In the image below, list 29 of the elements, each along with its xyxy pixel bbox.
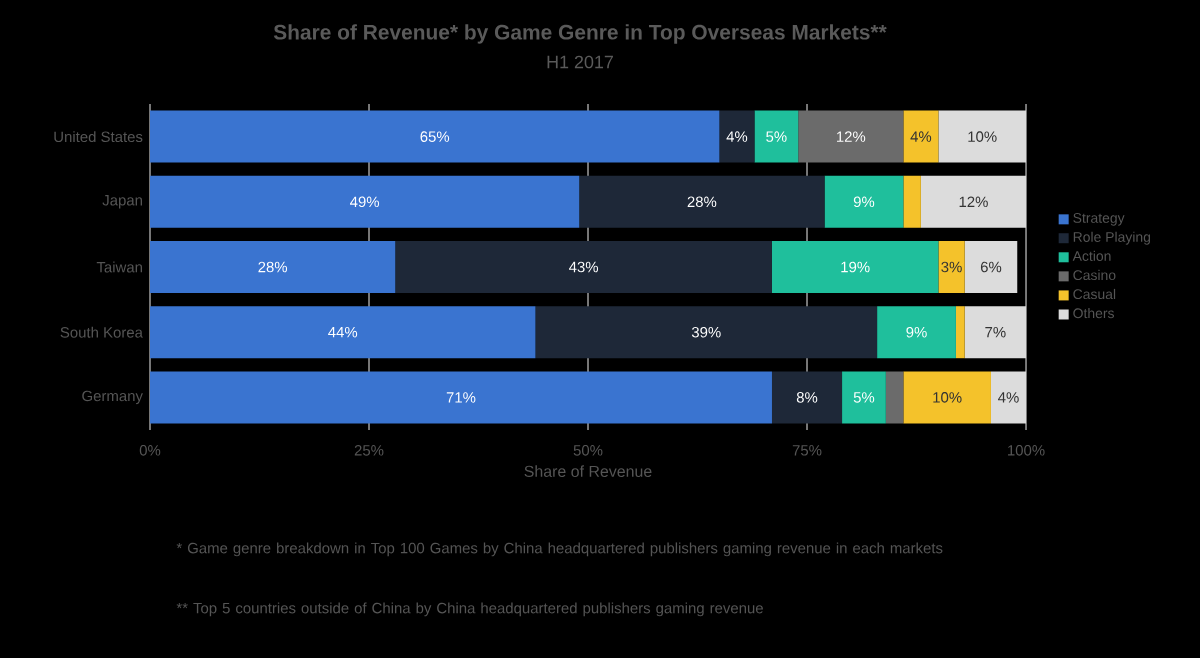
bar <box>964 306 1027 359</box>
bar <box>938 110 1027 163</box>
bar <box>920 175 1027 228</box>
bar <box>150 371 772 424</box>
bar <box>964 241 1018 294</box>
bar <box>903 371 991 424</box>
bar <box>395 241 772 294</box>
chart-subtitle: H1 2017 <box>547 55 613 69</box>
bar <box>842 371 886 424</box>
bar <box>798 110 904 163</box>
bar <box>719 110 755 163</box>
bar <box>990 371 1027 424</box>
bar <box>824 175 904 228</box>
chart-title: Share of Revenue* by Game Genre in Top Overseas Markets** <box>273 24 887 44</box>
bar <box>903 175 921 228</box>
bar <box>150 175 580 228</box>
bar <box>535 306 878 359</box>
bar <box>754 110 799 163</box>
bar <box>877 306 956 359</box>
bar <box>150 241 396 294</box>
bar <box>771 371 843 424</box>
bar <box>955 306 965 359</box>
bar <box>885 371 904 424</box>
bar <box>150 110 720 163</box>
bar <box>938 241 965 294</box>
bar <box>579 175 825 228</box>
bar <box>903 110 939 163</box>
bar <box>150 306 536 359</box>
bar <box>771 241 939 294</box>
